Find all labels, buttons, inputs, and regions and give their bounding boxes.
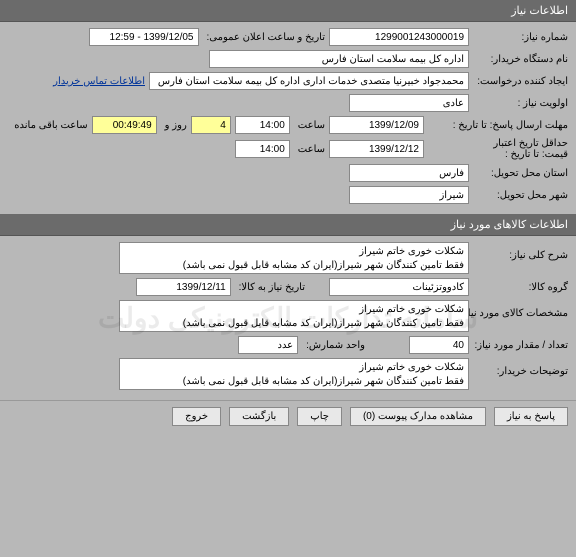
section1-header: اطلاعات نیاز xyxy=(0,0,576,22)
section2-title: اطلاعات کالاهای مورد نیاز xyxy=(451,219,568,231)
time-label-1: ساعت xyxy=(294,120,325,131)
province-label: استان محل تحویل: xyxy=(473,168,568,179)
spec-label: مشخصات کالای مورد نیاز: xyxy=(473,300,568,319)
section1-body: شماره نیاز: تاریخ و ساعت اعلان عمومی: نا… xyxy=(0,22,576,214)
announce-label: تاریخ و ساعت اعلان عمومی: xyxy=(203,32,326,43)
time-label-2: ساعت xyxy=(294,144,325,155)
spec-field[interactable] xyxy=(119,300,469,332)
footer-bar: پاسخ به نیاز مشاهده مدارک پیوست (0) چاپ … xyxy=(0,400,576,432)
request-no-field[interactable] xyxy=(329,28,469,46)
need-date-label: تاریخ نیاز به کالا: xyxy=(235,282,305,293)
section2-header: اطلاعات کالاهای مورد نیاز xyxy=(0,214,576,236)
contact-link[interactable]: اطلاعات تماس خریدار xyxy=(53,76,145,87)
province-field[interactable] xyxy=(349,164,469,182)
unit-label: واحد شمارش: xyxy=(302,340,365,351)
desc-field[interactable] xyxy=(119,242,469,274)
section1-title: اطلاعات نیاز xyxy=(511,5,568,17)
qty-field[interactable] xyxy=(409,336,469,354)
priority-field[interactable] xyxy=(349,94,469,112)
desc-label: شرح کلی نیاز: xyxy=(473,242,568,261)
remain-label: ساعت باقی مانده xyxy=(10,120,87,131)
print-button[interactable]: چاپ xyxy=(297,407,342,426)
request-no-label: شماره نیاز: xyxy=(473,32,568,43)
deadline-time-field[interactable] xyxy=(235,116,290,134)
section2-body: سامانه تدارکات الکترونیکی دولت شرح کلی ن… xyxy=(0,236,576,400)
reply-button[interactable]: پاسخ به نیاز xyxy=(494,407,568,426)
exit-button[interactable]: خروج xyxy=(172,407,221,426)
notes-field[interactable] xyxy=(119,358,469,390)
group-label: گروه کالا: xyxy=(473,282,568,293)
validity-time-field[interactable] xyxy=(235,140,290,158)
deadline-date-field[interactable] xyxy=(329,116,424,134)
qty-label: تعداد / مقدار مورد نیاز: xyxy=(473,340,568,351)
validity-label: حداقل تاریخ اعتبار قیمت: تا تاریخ : xyxy=(428,138,568,160)
buyer-label: نام دستگاه خریدار: xyxy=(473,54,568,65)
notes-label: توضیحات خریدار: xyxy=(473,358,568,377)
city-label: شهر محل تحویل: xyxy=(473,190,568,201)
creator-label: ایجاد کننده درخواست: xyxy=(473,76,568,87)
creator-field[interactable] xyxy=(149,72,469,90)
attachments-button[interactable]: مشاهده مدارک پیوست (0) xyxy=(350,407,486,426)
back-button[interactable]: بازگشت xyxy=(229,407,289,426)
need-date-field[interactable] xyxy=(136,278,231,296)
buyer-field[interactable] xyxy=(209,50,469,68)
city-field[interactable] xyxy=(349,186,469,204)
announce-field[interactable] xyxy=(89,28,199,46)
group-field[interactable] xyxy=(329,278,469,296)
days-remaining-field[interactable] xyxy=(191,116,231,134)
unit-field[interactable] xyxy=(238,336,298,354)
days-label: روز و xyxy=(161,120,187,131)
time-remaining-field[interactable] xyxy=(92,116,157,134)
deadline-label: مهلت ارسال پاسخ: تا تاریخ : xyxy=(428,120,568,131)
priority-label: اولویت نیاز : xyxy=(473,98,568,109)
validity-date-field[interactable] xyxy=(329,140,424,158)
